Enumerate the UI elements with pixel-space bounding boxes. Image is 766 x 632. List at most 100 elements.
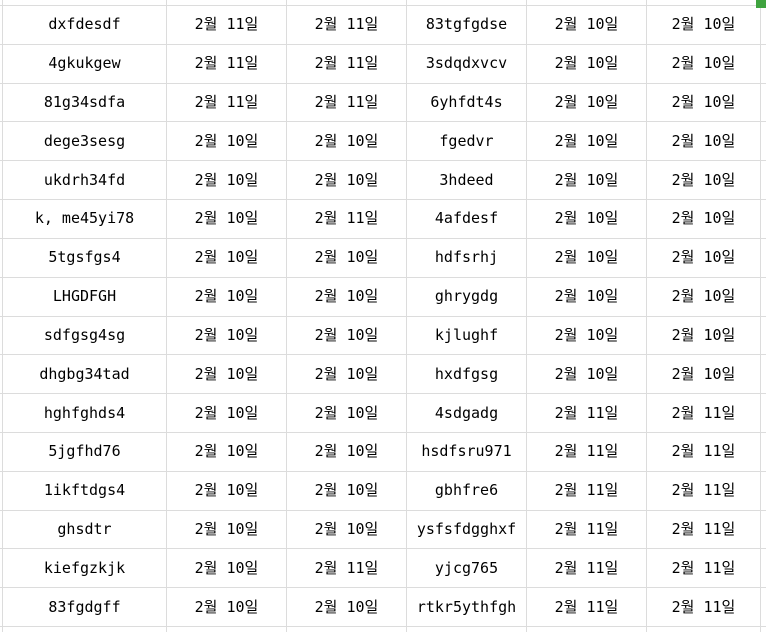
spreadsheet-cell[interactable]: kiefgzkjk <box>3 549 166 588</box>
spreadsheet-cell[interactable]: 2월 10일 <box>647 200 760 238</box>
spreadsheet-cell[interactable]: 2월 10일 <box>527 83 646 122</box>
spreadsheet-cell[interactable]: ghsdtr <box>3 510 166 549</box>
spreadsheet-cell[interactable]: 2월 11일 <box>647 588 760 626</box>
spreadsheet-cell[interactable]: 2월 11일 <box>287 6 406 44</box>
spreadsheet-cell[interactable]: 2월 11일 <box>287 44 406 83</box>
spreadsheet-cell[interactable]: 2월 10일 <box>167 316 286 355</box>
spreadsheet-cell[interactable]: 5tgsfgs4 <box>3 238 166 277</box>
spreadsheet-cell[interactable]: 2월 11일 <box>527 471 646 510</box>
partial-cell <box>0 394 2 432</box>
spreadsheet-cell[interactable]: 2월 10일 <box>167 432 286 471</box>
spreadsheet-cell[interactable]: 2월 10일 <box>167 161 286 200</box>
spreadsheet-cell[interactable]: 2월 10일 <box>287 277 406 316</box>
spreadsheet-cell[interactable]: 2월 10일 <box>167 510 286 549</box>
selection-fill-handle-icon[interactable] <box>756 0 766 8</box>
spreadsheet-cell[interactable]: k, me45yi78 <box>3 200 166 238</box>
spreadsheet-cell[interactable]: 2월 10일 <box>647 316 760 355</box>
spreadsheet-cell[interactable]: 81g34sdfa <box>3 83 166 122</box>
spreadsheet-cell[interactable]: ghrygdg <box>407 277 526 316</box>
spreadsheet-cell[interactable]: 2월 10일 <box>167 394 286 432</box>
spreadsheet-cell[interactable]: 2월 10일 <box>527 238 646 277</box>
spreadsheet-cell[interactable]: 4gkukgew <box>3 44 166 83</box>
spreadsheet-cell[interactable]: 2월 10일 <box>287 238 406 277</box>
spreadsheet-cell[interactable]: 2월 11일 <box>647 394 760 432</box>
spreadsheet-cell[interactable]: 2월 10일 <box>167 549 286 588</box>
spreadsheet-cell[interactable]: 2월 10일 <box>287 122 406 161</box>
spreadsheet-cell[interactable]: dege3sesg <box>3 122 166 161</box>
spreadsheet-cell[interactable]: LHGDFGH <box>3 277 166 316</box>
spreadsheet-cell[interactable]: 2월 10일 <box>527 161 646 200</box>
spreadsheet-cell[interactable]: 2월 10일 <box>527 6 646 44</box>
spreadsheet-cell[interactable]: 2월 10일 <box>527 355 646 394</box>
spreadsheet-cell[interactable]: hxdfgsg <box>407 355 526 394</box>
spreadsheet-cell[interactable]: 3sdqdxvcv <box>407 44 526 83</box>
spreadsheet-cell[interactable]: kjlughf <box>407 316 526 355</box>
spreadsheet-cell[interactable]: 2월 11일 <box>647 510 760 549</box>
spreadsheet-cell[interactable]: 4sdgadg <box>407 394 526 432</box>
spreadsheet-cell[interactable]: 2월 10일 <box>527 277 646 316</box>
spreadsheet-cell[interactable]: sdfgsg4sg <box>3 316 166 355</box>
spreadsheet-cell[interactable]: 2월 10일 <box>527 200 646 238</box>
spreadsheet-cell[interactable]: 2월 11일 <box>527 394 646 432</box>
spreadsheet-cell[interactable]: 2월 10일 <box>167 122 286 161</box>
spreadsheet-cell[interactable]: ysfsfdgghxf <box>407 510 526 549</box>
spreadsheet-cell[interactable]: 2월 10일 <box>167 588 286 626</box>
spreadsheet-cell[interactable]: 2월 10일 <box>647 83 760 122</box>
spreadsheet-cell[interactable]: 2월 10일 <box>647 277 760 316</box>
spreadsheet-cell[interactable]: 2월 10일 <box>287 471 406 510</box>
spreadsheet-cell[interactable]: dxfdesdf <box>3 6 166 44</box>
spreadsheet-cell[interactable]: hsdfsru971 <box>407 432 526 471</box>
spreadsheet-cell[interactable]: 2월 10일 <box>287 316 406 355</box>
spreadsheet-cell[interactable]: 6yhfdt4s <box>407 83 526 122</box>
spreadsheet-cell[interactable]: 2월 11일 <box>527 510 646 549</box>
spreadsheet-cell[interactable]: 2월 11일 <box>167 44 286 83</box>
spreadsheet-cell[interactable]: 2월 11일 <box>527 432 646 471</box>
spreadsheet-cell[interactable]: yjcg765 <box>407 549 526 588</box>
spreadsheet-cell[interactable]: 2월 10일 <box>167 471 286 510</box>
spreadsheet-cell[interactable]: 2월 10일 <box>647 355 760 394</box>
spreadsheet-cell[interactable]: 2월 10일 <box>287 588 406 626</box>
spreadsheet-cell[interactable]: 2월 10일 <box>527 122 646 161</box>
spreadsheet-cell[interactable]: 2월 11일 <box>527 549 646 588</box>
spreadsheet-cell[interactable]: 2월 10일 <box>287 161 406 200</box>
spreadsheet-cell[interactable]: 83tgfgdse <box>407 6 526 44</box>
spreadsheet-cell[interactable]: 3hdeed <box>407 161 526 200</box>
spreadsheet-cell[interactable]: 2월 10일 <box>167 200 286 238</box>
spreadsheet-cell[interactable]: 83fgdgff <box>3 588 166 626</box>
spreadsheet-cell[interactable]: 2월 11일 <box>647 549 760 588</box>
spreadsheet-cell[interactable]: 2월 10일 <box>167 355 286 394</box>
spreadsheet-cell[interactable]: dhgbg34tad <box>3 355 166 394</box>
spreadsheet-cell[interactable]: 2월 11일 <box>287 549 406 588</box>
spreadsheet-cell[interactable]: 1ikftdgs4 <box>3 471 166 510</box>
spreadsheet-cell[interactable]: 2월 10일 <box>287 432 406 471</box>
spreadsheet-cell[interactable]: 2월 10일 <box>647 238 760 277</box>
spreadsheet-cell[interactable]: 2월 10일 <box>527 44 646 83</box>
spreadsheet-cell[interactable]: 2월 11일 <box>167 83 286 122</box>
spreadsheet-cell[interactable]: 2월 11일 <box>647 471 760 510</box>
spreadsheet-cell[interactable]: 5jgfhd76 <box>3 432 166 471</box>
spreadsheet-cell[interactable]: 2월 10일 <box>647 161 760 200</box>
spreadsheet-cell[interactable]: 2월 10일 <box>287 355 406 394</box>
spreadsheet-cell[interactable]: rtkr5ythfgh <box>407 588 526 626</box>
spreadsheet-cell[interactable]: 2월 10일 <box>287 510 406 549</box>
spreadsheet-cell[interactable]: hdfsrhj <box>407 238 526 277</box>
spreadsheet-cell[interactable]: 2월 10일 <box>527 316 646 355</box>
spreadsheet-cell[interactable]: 2월 10일 <box>647 6 760 44</box>
spreadsheet-cell[interactable]: 2월 11일 <box>167 6 286 44</box>
spreadsheet-cell[interactable]: 2월 10일 <box>647 122 760 161</box>
spreadsheet-cell[interactable]: 4afdesf <box>407 200 526 238</box>
spreadsheet-cell[interactable]: 2월 11일 <box>287 200 406 238</box>
spreadsheet-cell[interactable]: 2월 11일 <box>527 588 646 626</box>
spreadsheet-cell[interactable]: 2월 10일 <box>167 277 286 316</box>
spreadsheet-cell[interactable]: gbhfre6 <box>407 471 526 510</box>
spreadsheet-cell[interactable]: hghfghds4 <box>3 394 166 432</box>
spreadsheet-cell[interactable]: 2월 10일 <box>287 394 406 432</box>
spreadsheet-cell[interactable]: ukdrh34fd <box>3 161 166 200</box>
spreadsheet-cell[interactable]: 2월 10일 <box>167 238 286 277</box>
spreadsheet-cell[interactable]: 2월 11일 <box>287 83 406 122</box>
spreadsheet-cell[interactable]: 2월 11일 <box>647 432 760 471</box>
spreadsheet-cell[interactable]: fgedvr <box>407 122 526 161</box>
spreadsheet-cell[interactable]: 2월 10일 <box>647 44 760 83</box>
partial-cell <box>0 161 2 200</box>
